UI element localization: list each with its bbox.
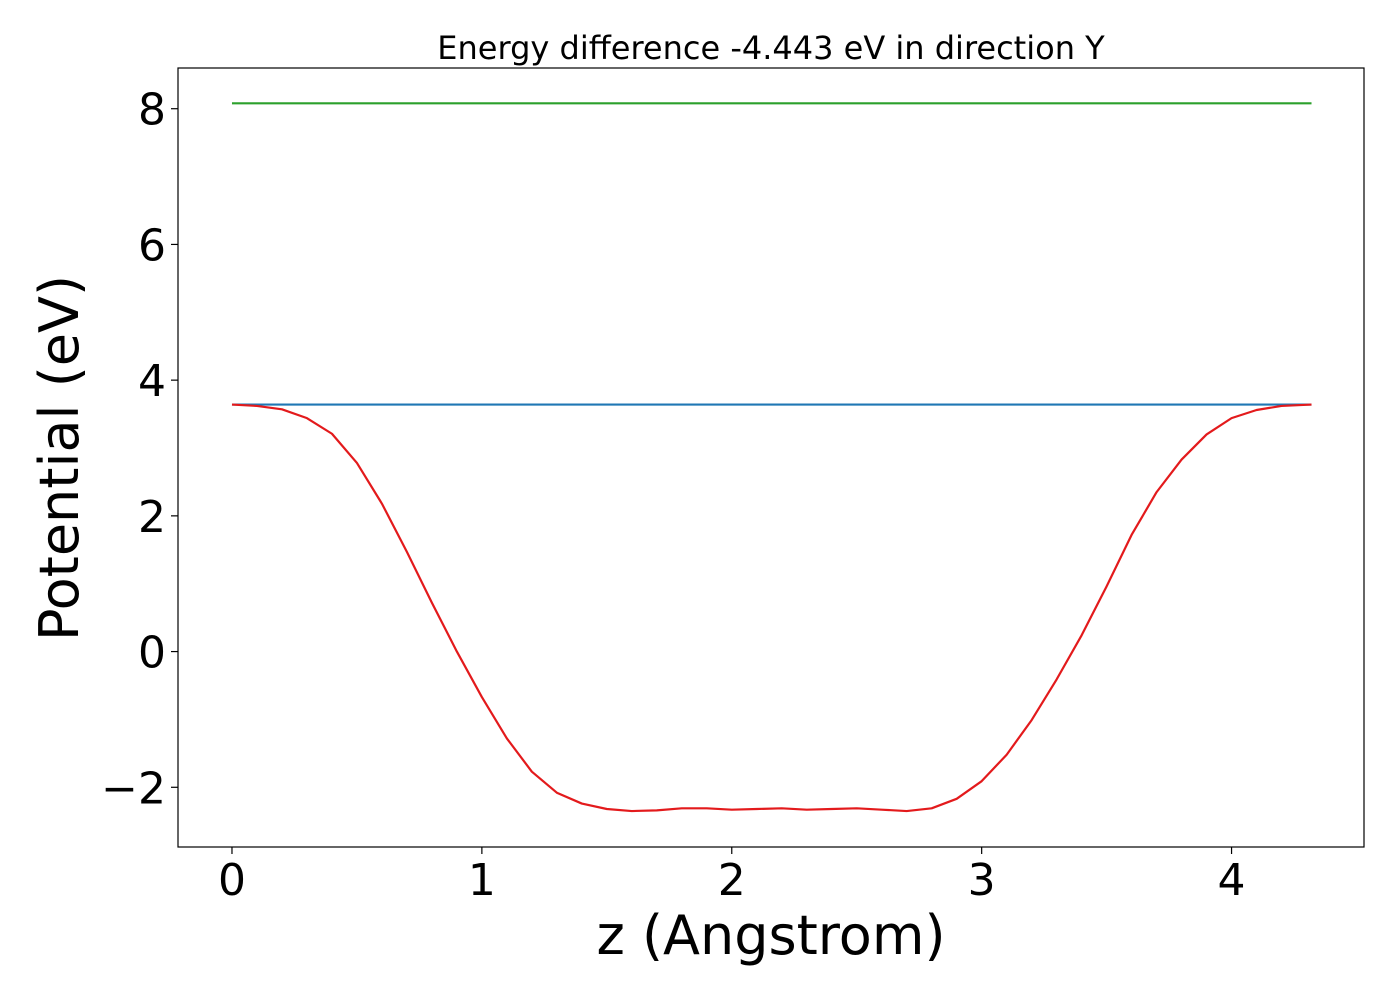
plot-frame: [177, 67, 1365, 848]
y-axis-label: Potential (eV): [28, 275, 91, 641]
y-tick-label: 8: [138, 85, 166, 136]
x-tick-label: 3: [968, 855, 996, 906]
series-line-potential: [231, 403, 1312, 813]
y-tick-label: 6: [138, 220, 166, 271]
x-tick-label: 0: [218, 855, 246, 906]
series-layer: [231, 102, 1312, 813]
x-tick-label: 2: [718, 855, 746, 906]
x-tick-label: 4: [1218, 855, 1246, 906]
chart-title: Energy difference -4.443 eV in direction…: [437, 29, 1105, 67]
y-tick-label: 0: [138, 628, 166, 679]
y-tick-label: 4: [138, 356, 166, 407]
y-tick-label: 2: [138, 492, 166, 543]
x-axis-label: z (Angstrom): [596, 904, 945, 967]
y-tick-label: −2: [101, 763, 166, 814]
ticks-layer: 0 1 2 3 4 −2 0 2 4 6 8: [101, 85, 1245, 906]
x-tick-label: 1: [468, 855, 496, 906]
